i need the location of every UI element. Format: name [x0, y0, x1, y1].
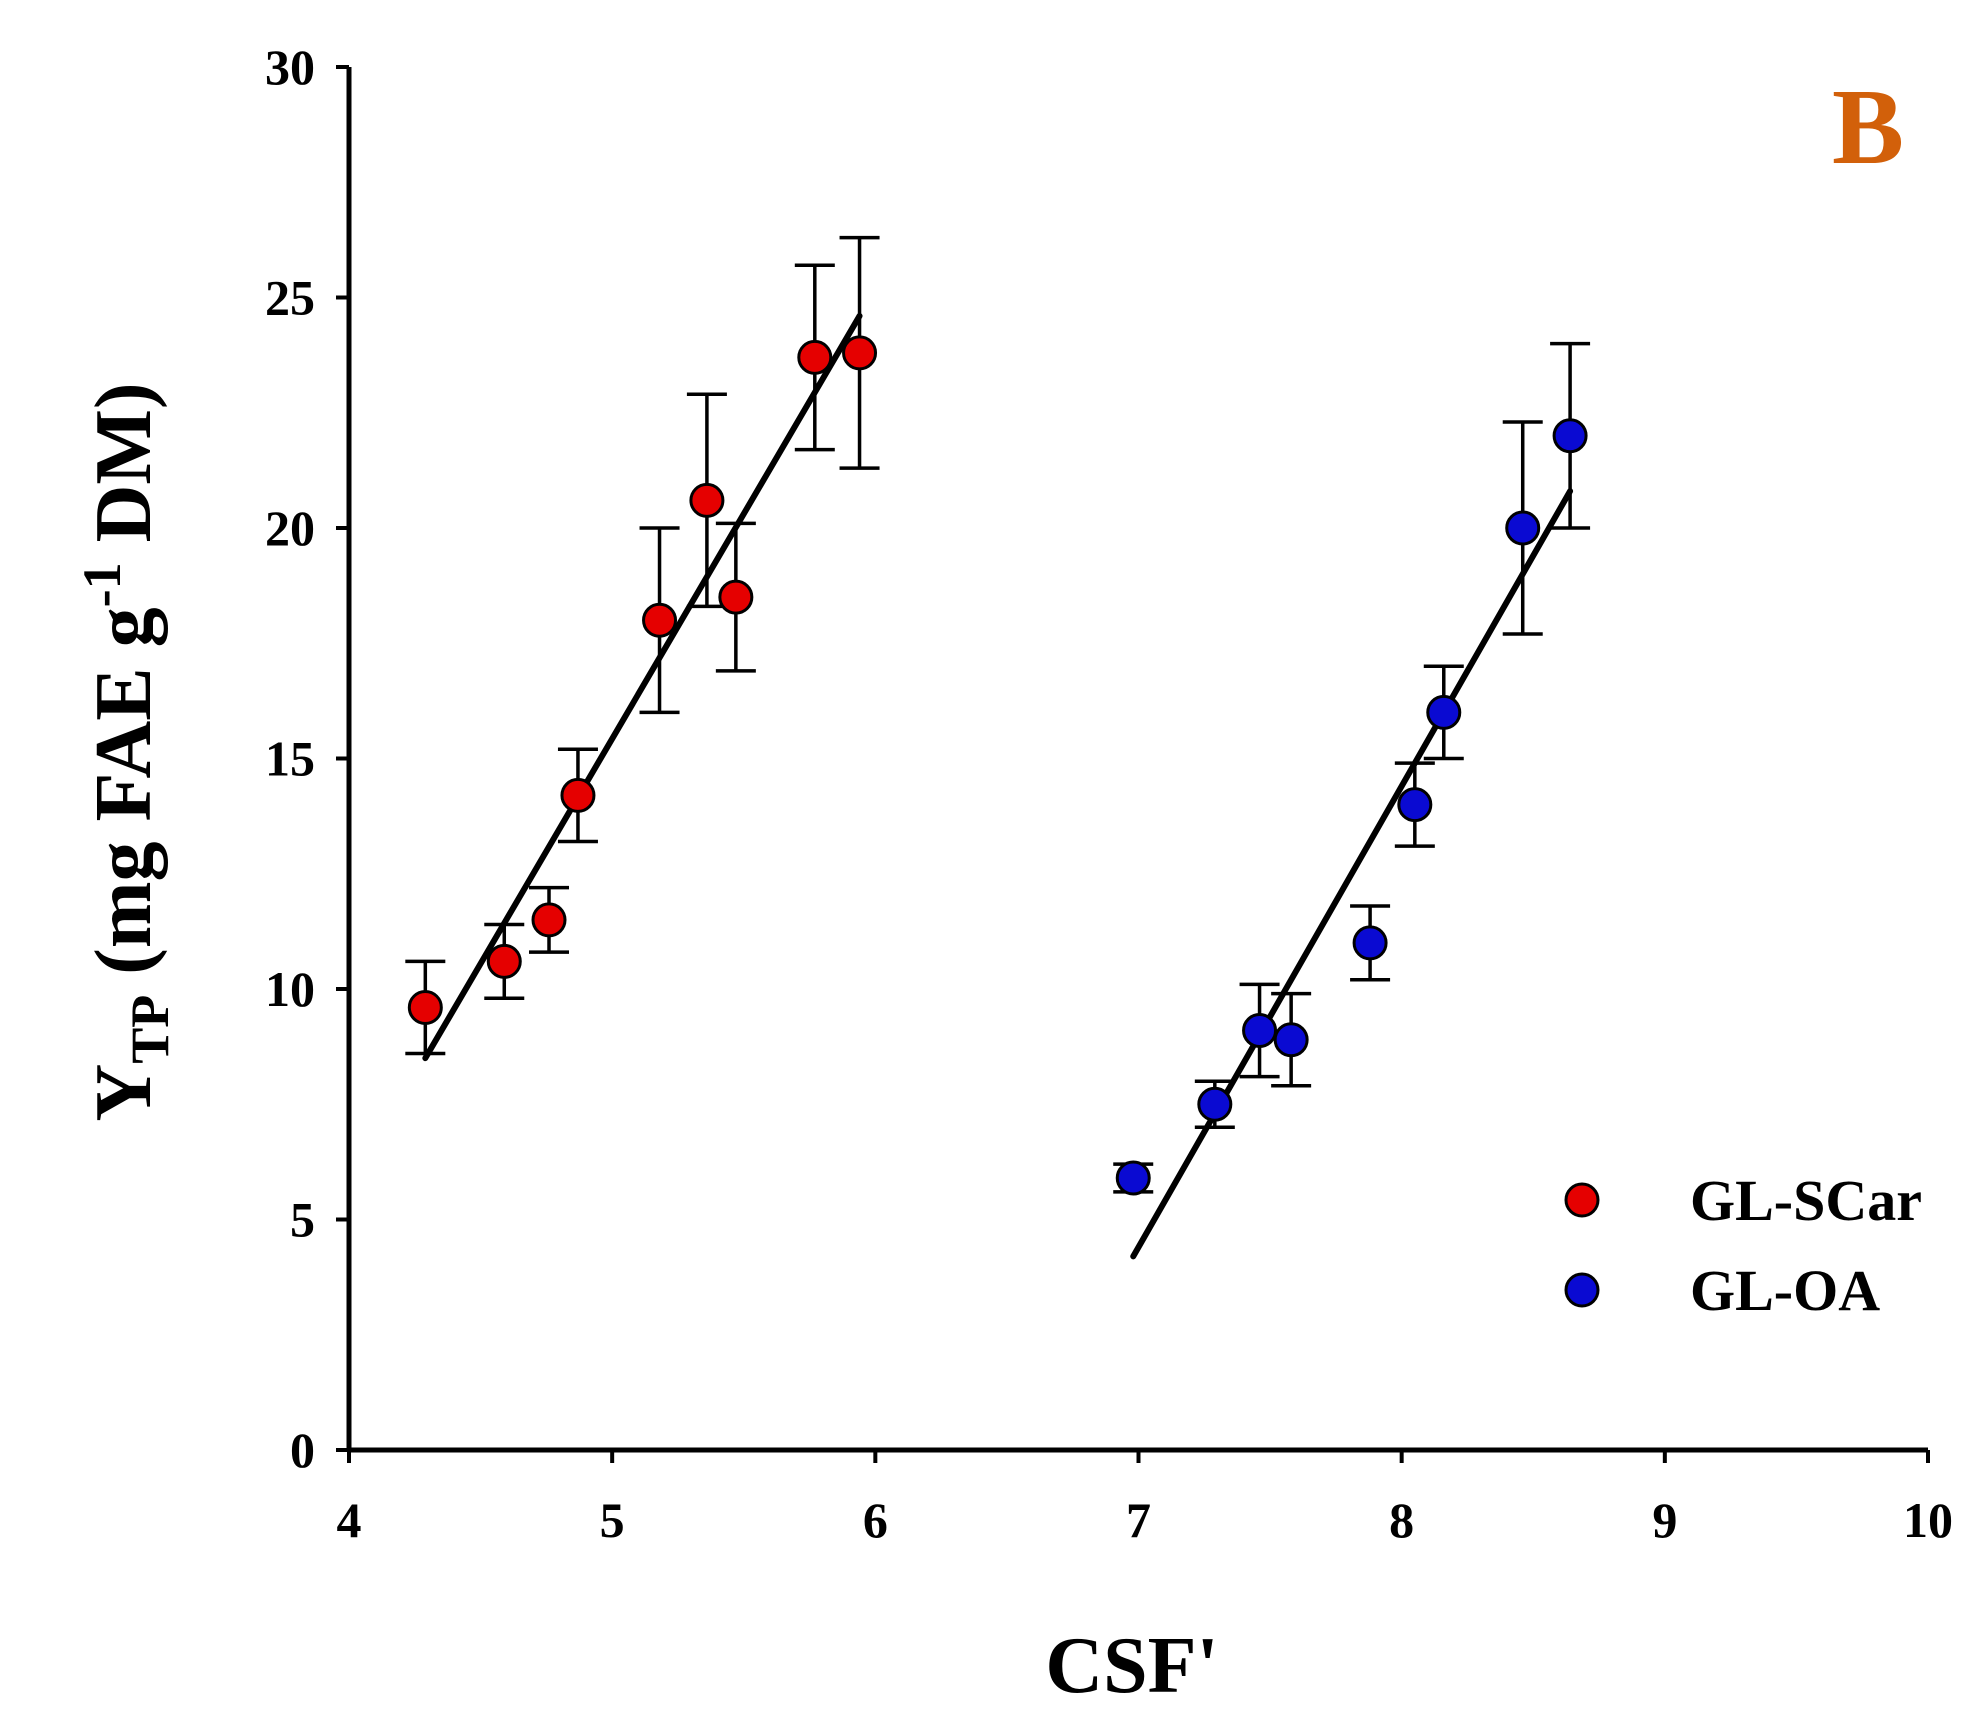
y-tick-label-30: 30 — [265, 39, 315, 95]
panel-label: B — [1832, 68, 1904, 187]
data-point-gl-scar-1 — [407, 989, 443, 1025]
legend-marker-gl-oa — [1564, 1272, 1600, 1308]
y-axis-title: YTP (mg FAE g-1 DM) — [72, 382, 180, 1121]
y-axis-title-subscript: TP — [120, 995, 180, 1064]
y-tick-label-15: 15 — [265, 731, 315, 787]
data-point-gl-oa-9 — [1552, 418, 1588, 454]
legend-marker-gl-scar — [1564, 1182, 1600, 1218]
data-point-gl-scar-4 — [560, 777, 596, 813]
data-point-gl-oa-1 — [1115, 1160, 1151, 1196]
y-axis-title-unit-prefix: (mg FAE g — [80, 607, 168, 994]
data-point-gl-oa-8 — [1505, 510, 1541, 546]
data-point-gl-scar-3 — [531, 902, 567, 938]
data-point-gl-scar-9 — [842, 335, 878, 371]
x-tick-label-6: 6 — [863, 1492, 888, 1548]
data-point-gl-oa-7 — [1426, 694, 1462, 730]
data-point-gl-scar-8 — [797, 339, 833, 375]
data-point-gl-oa-5 — [1352, 925, 1388, 961]
y-tick-label-25: 25 — [265, 270, 315, 326]
data-point-gl-scar-6 — [689, 482, 725, 518]
x-tick-label-4: 4 — [337, 1492, 362, 1548]
data-point-gl-oa-4 — [1273, 1022, 1309, 1058]
data-point-gl-scar-5 — [642, 602, 678, 638]
x-tick-label-7: 7 — [1126, 1492, 1151, 1548]
x-tick-label-8: 8 — [1389, 1492, 1414, 1548]
y-tick-label-0: 0 — [290, 1422, 315, 1478]
y-tick-label-10: 10 — [265, 961, 315, 1017]
x-axis-title: CSF' — [1045, 1622, 1218, 1710]
plot-area — [405, 235, 1591, 1260]
data-point-gl-oa-3 — [1242, 1012, 1278, 1048]
x-tick-label-9: 9 — [1652, 1492, 1677, 1548]
data-point-gl-scar-2 — [486, 943, 522, 979]
x-tick-label-10: 10 — [1903, 1492, 1953, 1548]
y-axis-title-unit-suffix: DM) — [80, 382, 168, 562]
data-point-gl-oa-2 — [1197, 1086, 1233, 1122]
legend-label-gl-scar: GL-SCar — [1690, 1168, 1922, 1233]
x-tick-label-5: 5 — [600, 1492, 625, 1548]
y-axis-title-main: Y — [80, 1064, 168, 1122]
y-tick-label-5: 5 — [290, 1192, 315, 1248]
fit-line-gl-scar — [422, 312, 863, 1062]
data-point-gl-oa-6 — [1397, 787, 1433, 823]
legend: GL-SCar GL-OA — [1564, 1168, 1922, 1323]
y-tick-label-20: 20 — [265, 500, 315, 556]
legend-label-gl-oa: GL-OA — [1690, 1258, 1880, 1323]
fit-line-gl-oa — [1130, 488, 1574, 1260]
data-point-gl-scar-7 — [718, 579, 754, 615]
y-axis-title-superscript: -1 — [72, 562, 132, 607]
axes: 4 5 6 7 8 9 10 0 5 10 15 20 25 30 — [265, 39, 1953, 1548]
